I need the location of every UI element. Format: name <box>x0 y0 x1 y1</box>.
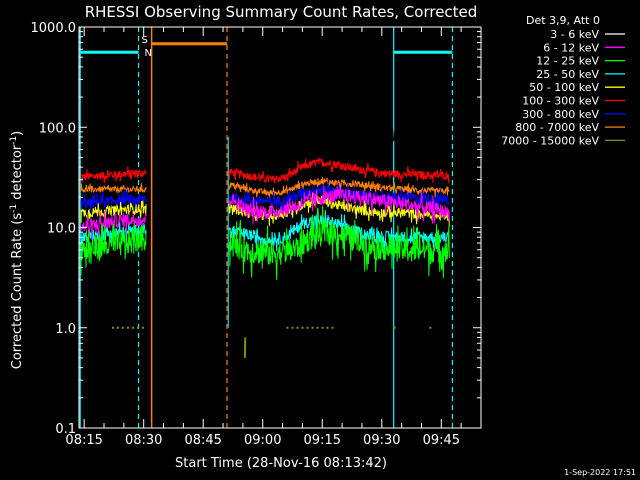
series-4-segment-0 <box>80 200 147 223</box>
y-tick-label-4: 0.1 <box>55 422 76 437</box>
legend-header: Det 3,9, Att 0 <box>526 14 600 27</box>
y-tick-label-3: 1.0 <box>55 322 76 337</box>
y-axis-label-main: Corrected Count Rate (s <box>10 213 25 370</box>
series-0-segment-0 <box>80 114 147 156</box>
legend-entry-label-4: 50 - 100 keV <box>529 81 599 94</box>
y-axis-label-sup2: -1 <box>9 136 19 145</box>
saa-label-s: S <box>142 35 148 46</box>
legend-entry-label-2: 12 - 25 keV <box>536 55 599 68</box>
x-tick-label-5: 09:30 <box>363 433 400 448</box>
y-axis-label: Corrected Count Rate (s-1 detector-1) <box>9 131 25 369</box>
y-tick-label-2: 10.0 <box>47 222 76 237</box>
legend-entry-label-5: 100 - 300 keV <box>522 95 599 108</box>
footer-date: 1-Sep-2022 17:51 <box>564 468 636 477</box>
legend-entry-label-6: 300 - 800 keV <box>522 108 599 121</box>
series-7-segment-1 <box>228 177 450 199</box>
x-tick-label-4: 09:15 <box>304 433 341 448</box>
svg-text:Corrected Count Rate (s-1 dete: Corrected Count Rate (s-1 detector-1) <box>9 131 25 369</box>
x-tick-label-1: 08:30 <box>125 433 162 448</box>
series-1-segment-0 <box>80 211 147 241</box>
x-tick-label-2: 08:45 <box>184 433 221 448</box>
legend-entry-label-8: 7000 - 15000 keV <box>501 134 599 147</box>
series-6-segment-0 <box>80 189 147 214</box>
series-1-segment-1 <box>228 184 450 225</box>
plot-series <box>80 96 450 358</box>
series-2-segment-1 <box>228 205 450 280</box>
x-tick-label-3: 09:00 <box>244 433 281 448</box>
axes: 1000.0 100.0 10.0 1.0 0.108:15 08:30 08:45 09:0… <box>31 21 482 448</box>
legend-entry-label-1: 6 - 12 keV <box>543 41 599 54</box>
legend-entry-label-3: 25 - 50 keV <box>536 68 599 81</box>
y-tick-label-1: 100.0 <box>39 121 76 136</box>
series-7-segment-0 <box>80 182 147 194</box>
series-2-segment-0 <box>80 222 147 276</box>
series-5-segment-0 <box>80 166 147 183</box>
y-tick-label-0: 1000.0 <box>31 21 77 36</box>
chart-title: RHESSI Observing Summary Count Rates, Co… <box>85 3 478 21</box>
x-axis-label: Start Time (28-Nov-16 08:13:42) <box>175 456 387 471</box>
plot-frame <box>78 26 482 429</box>
legend-entry-label-7: 800 - 7000 keV <box>515 121 599 134</box>
series-0-segment-1 <box>228 96 450 154</box>
series-5-segment-1 <box>228 158 450 184</box>
y-axis-label-sup1: -1 <box>9 204 19 213</box>
y-axis-label-mid: detector <box>10 144 25 204</box>
legend-entry-label-0: 3 - 6 keV <box>550 28 599 41</box>
night-label-n: N <box>145 48 152 59</box>
x-tick-label-6: 09:45 <box>423 433 460 448</box>
y-axis-label-end: ) <box>10 131 25 136</box>
x-tick-label-0: 08:15 <box>65 433 102 448</box>
